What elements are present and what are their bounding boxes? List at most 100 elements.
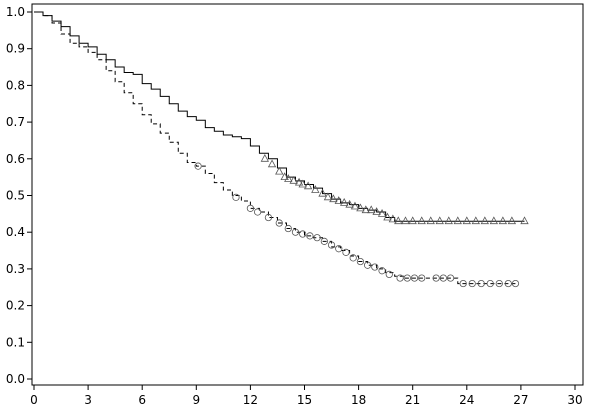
censor-marker-triangle (462, 216, 471, 225)
censor-marker-circle (371, 263, 379, 271)
censor-marker-circle (291, 228, 300, 236)
censor-marker-circle (378, 267, 386, 275)
censor-marker-circle (299, 230, 307, 238)
y-axis: 0.0 0.1 0.2 0.3 0.4 0.5 0.6 0.7 0.8 0.9 1.0 (6, 5, 32, 386)
censor-marker-triangle (444, 216, 453, 225)
censor-marker-circle (264, 213, 273, 222)
censor-marker-circle (403, 274, 411, 282)
censor-marker-triangle (356, 203, 365, 212)
censor-marker-circle (335, 245, 343, 253)
censor-marker-triangle (350, 201, 360, 210)
censor-marker-circle (486, 279, 494, 288)
censor-marker-circle (232, 193, 240, 201)
x-tick-label: 24 (459, 393, 474, 407)
censor-marker-circle (396, 274, 404, 282)
censor-marker-circle (459, 279, 467, 288)
censor-marker-triangle (498, 216, 508, 225)
censor-marker-triangle (453, 216, 462, 225)
censor-marker-circle (504, 279, 512, 288)
censor-marker-circle (284, 224, 292, 233)
censor-marker-triangle (471, 216, 480, 225)
censor-marker-triangle (480, 216, 490, 225)
censor-marker-circle (446, 274, 455, 282)
censor-marker-triangle (334, 196, 343, 204)
censor-marker-circle (468, 279, 476, 288)
x-axis: 0 3 6 9 12 15 18 21 24 27 30 (30, 385, 583, 407)
censor-marker-triangle (284, 174, 293, 182)
censor-marker-triangle (417, 216, 426, 225)
censor-marker-triangle (267, 159, 277, 168)
censor-marker-circle (418, 274, 426, 282)
censor-marker-circle (254, 208, 262, 216)
censor-marker-circle (432, 274, 440, 282)
censor-marker-triangle (323, 192, 333, 201)
y-tick-label: 0.3 (6, 262, 25, 276)
censor-marker-triangle (289, 175, 298, 184)
censor-marker-triangle (340, 197, 349, 206)
x-tick-label: 6 (138, 393, 146, 407)
censor-marker-circle (327, 241, 336, 249)
x-tick-label: 30 (567, 393, 582, 407)
censor-marker-circle (364, 261, 372, 269)
y-tick-label: 0.4 (6, 225, 25, 239)
censor-marker-triangle (426, 216, 435, 225)
x-tick-label: 3 (84, 393, 92, 407)
censor-marker-circle (342, 248, 350, 256)
censor-marker-triangle (367, 205, 376, 214)
x-tick-label: 27 (513, 393, 528, 407)
censor-marker-triangle (520, 216, 529, 225)
censor-marker-triangle (303, 181, 313, 190)
x-tick-label: 9 (192, 393, 200, 407)
censor-marker-triangle (260, 153, 269, 162)
y-tick-label: 0.5 (6, 189, 25, 203)
x-tick-label: 18 (351, 393, 366, 407)
censor-marker-triangle (275, 166, 284, 175)
y-tick-label: 0.9 (6, 42, 25, 56)
censor-marker-circle (356, 257, 365, 266)
censor-marker-circle (306, 232, 314, 240)
censor-marker-triangle (361, 205, 370, 214)
y-tick-label: 0.2 (6, 299, 25, 313)
y-tick-label: 1.0 (6, 5, 25, 19)
censor-marker-triangle (489, 216, 499, 225)
censor-marker-triangle (280, 172, 289, 181)
censor-marker-triangle (408, 216, 417, 225)
censor-marker-triangle (318, 188, 327, 197)
censor-marker-triangle (372, 207, 381, 215)
y-tick-label: 0.1 (6, 335, 25, 349)
censor-marker-circle (349, 254, 357, 262)
x-tick-label: 12 (243, 393, 258, 407)
censor-marker-circle (313, 234, 321, 242)
censor-marker-triangle (507, 216, 517, 225)
censor-marker-triangle (345, 199, 354, 208)
censor-marker-triangle (388, 214, 398, 223)
censor-marker-triangle (294, 177, 304, 186)
censor-marker-triangle (383, 212, 392, 221)
x-tick-label: 21 (405, 393, 420, 407)
censor-marker-triangle (377, 209, 387, 217)
censor-marker-circle (477, 279, 485, 288)
censor-marker-circle (511, 279, 520, 288)
censor-marker-triangle (329, 194, 338, 203)
censor-marker-circle (495, 279, 503, 288)
censor-marker-circle (439, 274, 447, 282)
censor-marker-circle (246, 204, 254, 212)
censor-marker-circle (194, 162, 202, 170)
censor-marker-triangle (394, 216, 403, 225)
y-tick-label: 0.7 (6, 115, 25, 129)
series-2-line (34, 11, 518, 285)
censor-marker-triangle (435, 216, 444, 225)
y-tick-label: 0.8 (6, 78, 25, 92)
x-tick-label: 0 (30, 393, 38, 407)
x-tick-label: 15 (297, 393, 312, 407)
censor-marker-circle (385, 270, 393, 279)
censor-marker-triangle (311, 185, 320, 193)
y-tick-label: 0.6 (6, 152, 25, 166)
y-tick-label: 0.0 (6, 372, 25, 386)
censor-marker-circle (410, 274, 419, 282)
censor-marker-circle (275, 219, 283, 227)
censor-marker-circle (320, 237, 328, 245)
series-layer (34, 11, 529, 288)
censor-marker-triangle (401, 216, 410, 225)
